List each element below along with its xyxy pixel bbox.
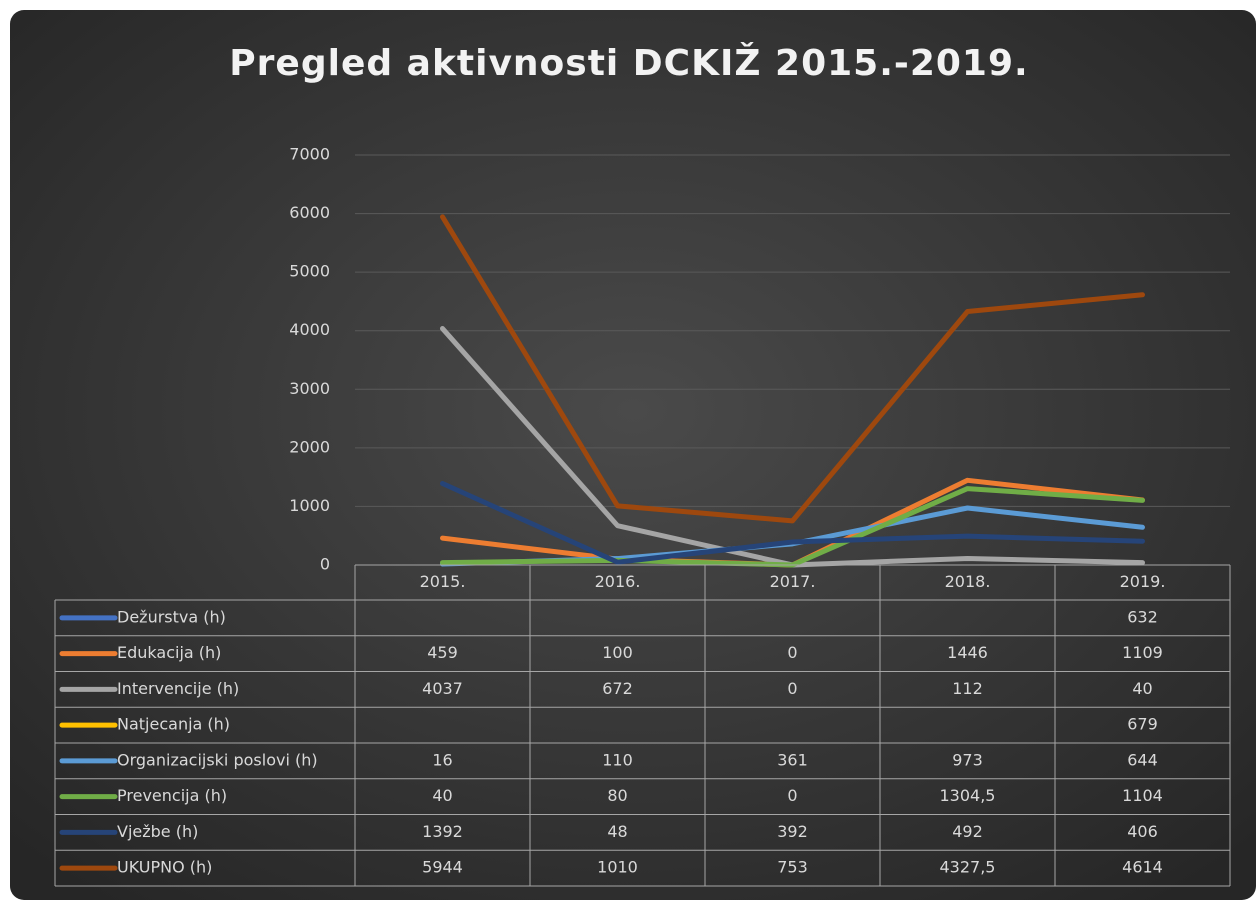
- table-cell: 1104: [1122, 786, 1163, 805]
- table-cell: 16: [432, 750, 452, 769]
- table-cell: 644: [1127, 750, 1158, 769]
- table-cell: 4327,5: [940, 858, 996, 877]
- legend-label: Vježbe (h): [117, 822, 198, 841]
- legend-label: UKUPNO (h): [117, 858, 212, 877]
- series-line: [440, 214, 1145, 524]
- table-cell: 459: [427, 643, 458, 662]
- table-cell: 1010: [597, 858, 638, 877]
- y-tick-label: 4000: [289, 320, 330, 339]
- x-tick-label: 2017.: [770, 572, 816, 591]
- table-cell: 1304,5: [940, 786, 996, 805]
- chart-title: Pregled aktivnosti DCKIŽ 2015.-2019.: [229, 42, 1028, 84]
- table-cell: 48: [607, 822, 627, 841]
- legend-label: Edukacija (h): [117, 643, 221, 662]
- table-cell: 100: [602, 643, 633, 662]
- table-cell: 753: [777, 858, 808, 877]
- table-cell: 80: [607, 786, 627, 805]
- table-cell: 0: [787, 643, 797, 662]
- x-tick-label: 2018.: [945, 572, 991, 591]
- legend-label: Organizacijski poslovi (h): [117, 750, 318, 769]
- series-line: [440, 480, 1145, 565]
- table-cell: 632: [1127, 607, 1158, 626]
- table-cell: 973: [952, 750, 983, 769]
- table-cell: 672: [602, 679, 633, 698]
- y-tick-label: 1000: [289, 496, 330, 515]
- y-tick-label: 3000: [289, 379, 330, 398]
- y-tick-label: 7000: [289, 145, 330, 164]
- table-cell: 110: [602, 750, 633, 769]
- y-tick-label: 0: [320, 555, 330, 574]
- table-cell: 0: [787, 679, 797, 698]
- table-cell: 4037: [422, 679, 463, 698]
- legend-label: Natjecanja (h): [117, 715, 230, 734]
- table-cell: 1446: [947, 643, 988, 662]
- table-cell: 40: [1132, 679, 1152, 698]
- table-cell: 4614: [1122, 858, 1163, 877]
- table-cell: 1392: [422, 822, 463, 841]
- table-cell: 0: [787, 786, 797, 805]
- legend-label: Prevencija (h): [117, 786, 227, 805]
- y-tick-label: 2000: [289, 437, 330, 456]
- x-tick-label: 2019.: [1120, 572, 1166, 591]
- table-cell: 392: [777, 822, 808, 841]
- table-cell: 5944: [422, 858, 463, 877]
- table-cell: 112: [952, 679, 983, 698]
- table-cell: 492: [952, 822, 983, 841]
- y-tick-label: 5000: [289, 262, 330, 281]
- legend-label: Dežurstva (h): [117, 607, 226, 626]
- y-tick-label: 6000: [289, 203, 330, 222]
- table-cell: 1109: [1122, 643, 1163, 662]
- table-cell: 406: [1127, 822, 1158, 841]
- table-cell: 361: [777, 750, 808, 769]
- table-cell: 679: [1127, 715, 1158, 734]
- table-cell: 40: [432, 786, 452, 805]
- x-tick-label: 2016.: [595, 572, 641, 591]
- legend-label: Intervencije (h): [117, 679, 239, 698]
- x-tick-label: 2015.: [420, 572, 466, 591]
- chart-background: [10, 10, 1256, 900]
